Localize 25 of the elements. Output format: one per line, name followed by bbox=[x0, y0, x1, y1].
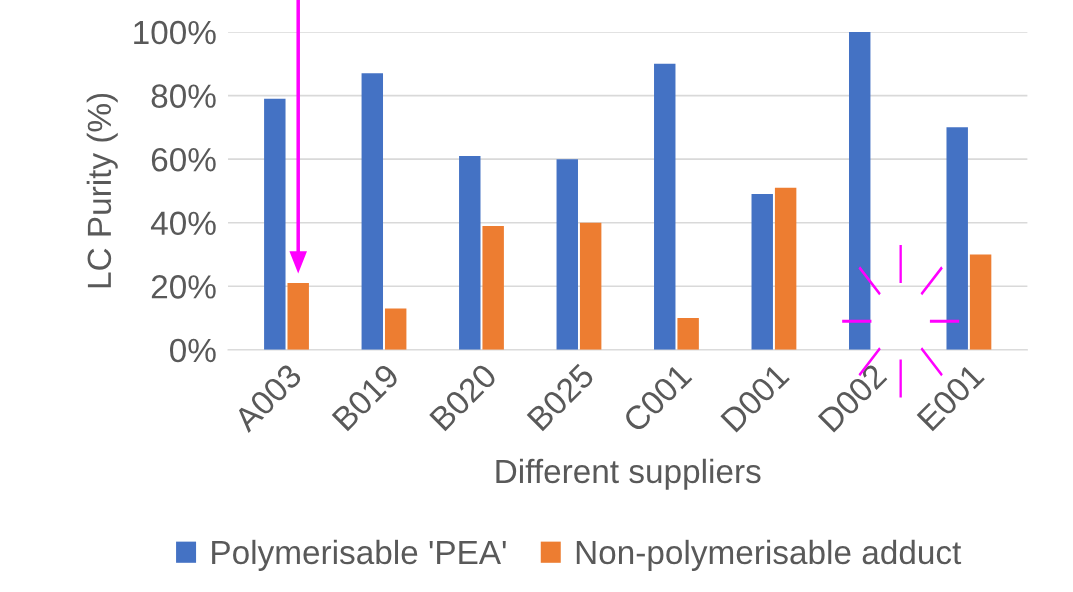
bar bbox=[287, 283, 309, 350]
bar bbox=[969, 254, 992, 350]
y-tick-label: 60% bbox=[151, 147, 216, 172]
bar bbox=[751, 194, 773, 350]
bar bbox=[946, 127, 968, 350]
bar bbox=[264, 98, 286, 350]
bar bbox=[654, 63, 676, 350]
bar bbox=[774, 187, 797, 350]
bar bbox=[482, 225, 504, 350]
y-tick-label: 0% bbox=[170, 338, 216, 363]
y-tick-label: 80% bbox=[151, 84, 216, 108]
bar bbox=[849, 31, 871, 350]
y-axis-title: LC Purity (%) bbox=[86, 93, 118, 288]
bar bbox=[677, 318, 699, 350]
y-tick-label: 100% bbox=[134, 20, 216, 45]
bar bbox=[384, 308, 407, 350]
bar bbox=[556, 159, 578, 350]
x-axis-title: Different suppliers bbox=[496, 458, 761, 490]
legend-label: Non-polymerisable adduct bbox=[576, 539, 962, 571]
bar bbox=[459, 155, 481, 350]
bar bbox=[579, 222, 602, 350]
y-tick-label: 20% bbox=[151, 275, 216, 299]
bar bbox=[361, 73, 384, 350]
y-tick-label: 40% bbox=[150, 211, 216, 236]
legend-label: Polymerisable 'PEA' bbox=[212, 539, 506, 571]
